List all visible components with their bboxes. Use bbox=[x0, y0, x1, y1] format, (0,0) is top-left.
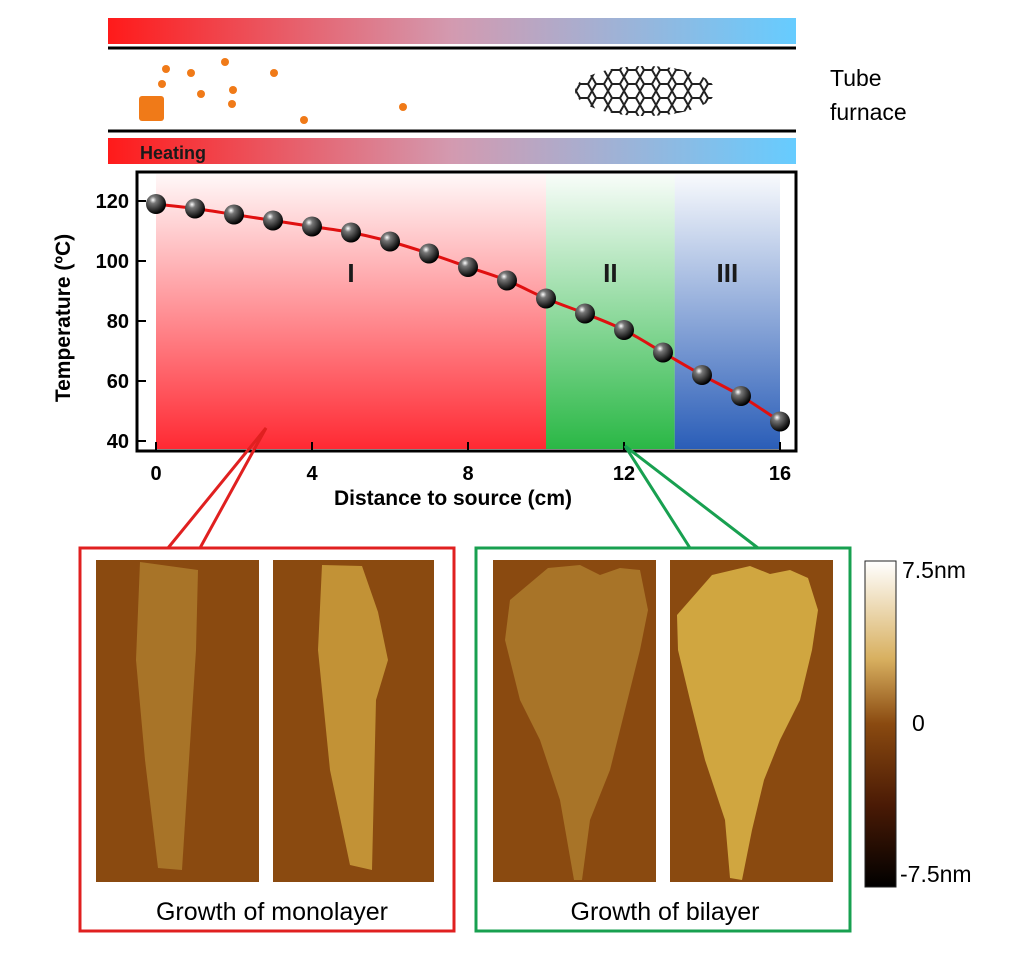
monolayer-panel: Growth of monolayer bbox=[78, 546, 456, 933]
colorbar bbox=[864, 560, 897, 888]
flake-mono-1 bbox=[136, 562, 198, 870]
y-axis-label: Temperature (ºC) bbox=[52, 234, 75, 402]
precursor-particles bbox=[158, 58, 407, 124]
data-point bbox=[575, 303, 595, 324]
monolayer-frame bbox=[78, 546, 456, 933]
heating-label: Heating bbox=[140, 143, 206, 163]
x-axis-label: Distance to source (cm) bbox=[334, 487, 572, 510]
zone-label-III: III bbox=[717, 258, 739, 288]
callout-connectors bbox=[166, 427, 759, 550]
data-point bbox=[692, 365, 712, 385]
data-point bbox=[536, 288, 556, 309]
y-tick-label: 80 bbox=[107, 311, 129, 333]
axis-ticks: 0 4 8 12 16 40 60 80 100 120 bbox=[96, 191, 792, 485]
zone-II bbox=[546, 174, 675, 449]
zone-label-II: II bbox=[603, 258, 617, 288]
zone-III bbox=[674, 174, 780, 449]
y-tick-label: 120 bbox=[96, 191, 129, 213]
data-point bbox=[224, 204, 244, 225]
zone-labels: I II III bbox=[347, 258, 738, 288]
y-tick-label: 40 bbox=[107, 431, 129, 453]
x-tick-label: 0 bbox=[150, 463, 161, 485]
tube-label-line2: furnace bbox=[830, 99, 907, 125]
x-tick-label: 12 bbox=[613, 463, 635, 485]
flake-mono-2 bbox=[318, 565, 388, 870]
zone-label-I: I bbox=[347, 258, 354, 288]
source-block bbox=[139, 96, 164, 121]
plot-frame bbox=[135, 170, 798, 453]
flake-bi-1 bbox=[505, 565, 648, 880]
data-point bbox=[146, 194, 166, 214]
scale-max-label: 7.5nm bbox=[902, 557, 966, 583]
data-points bbox=[146, 194, 790, 432]
data-point bbox=[653, 342, 673, 363]
data-point bbox=[614, 320, 634, 340]
scale-mid-label: 0 bbox=[912, 710, 925, 736]
data-point bbox=[263, 210, 283, 231]
data-point bbox=[419, 243, 439, 264]
y-tick-label: 60 bbox=[107, 371, 129, 393]
height-colorbar: 7.5nm 0 -7.5nm bbox=[864, 557, 972, 888]
scale-min-label: -7.5nm bbox=[900, 861, 972, 887]
data-point bbox=[341, 222, 361, 243]
tube-label-line1: Tube bbox=[830, 65, 882, 91]
zone-regions bbox=[156, 174, 780, 449]
bilayer-panel: Growth of bilayer bbox=[474, 546, 852, 933]
x-tick-label: 16 bbox=[769, 463, 791, 485]
furnace-top-bar bbox=[108, 18, 796, 44]
x-tick-label: 4 bbox=[306, 463, 318, 485]
data-point bbox=[458, 257, 478, 277]
bilayer-caption: Growth of bilayer bbox=[571, 898, 760, 926]
tube-furnace: Heating Tube furnace bbox=[108, 18, 907, 164]
data-point bbox=[302, 216, 322, 237]
data-point bbox=[770, 411, 790, 432]
data-point bbox=[731, 386, 751, 406]
data-point bbox=[380, 231, 400, 252]
monolayer-caption: Growth of monolayer bbox=[156, 898, 388, 926]
data-point bbox=[185, 198, 205, 219]
hexagonal-lattice-icon bbox=[575, 66, 715, 116]
bilayer-frame bbox=[474, 546, 852, 933]
data-point bbox=[497, 270, 517, 291]
furnace-heating-bar bbox=[108, 138, 796, 164]
flake-bi-2 bbox=[677, 566, 818, 880]
zone-I bbox=[156, 174, 546, 449]
y-tick-label: 100 bbox=[96, 251, 129, 273]
x-tick-label: 8 bbox=[462, 463, 473, 485]
